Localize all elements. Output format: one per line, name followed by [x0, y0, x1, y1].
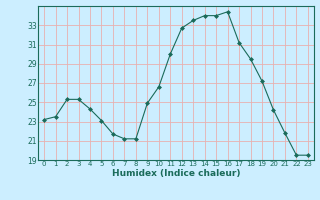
X-axis label: Humidex (Indice chaleur): Humidex (Indice chaleur)	[112, 169, 240, 178]
